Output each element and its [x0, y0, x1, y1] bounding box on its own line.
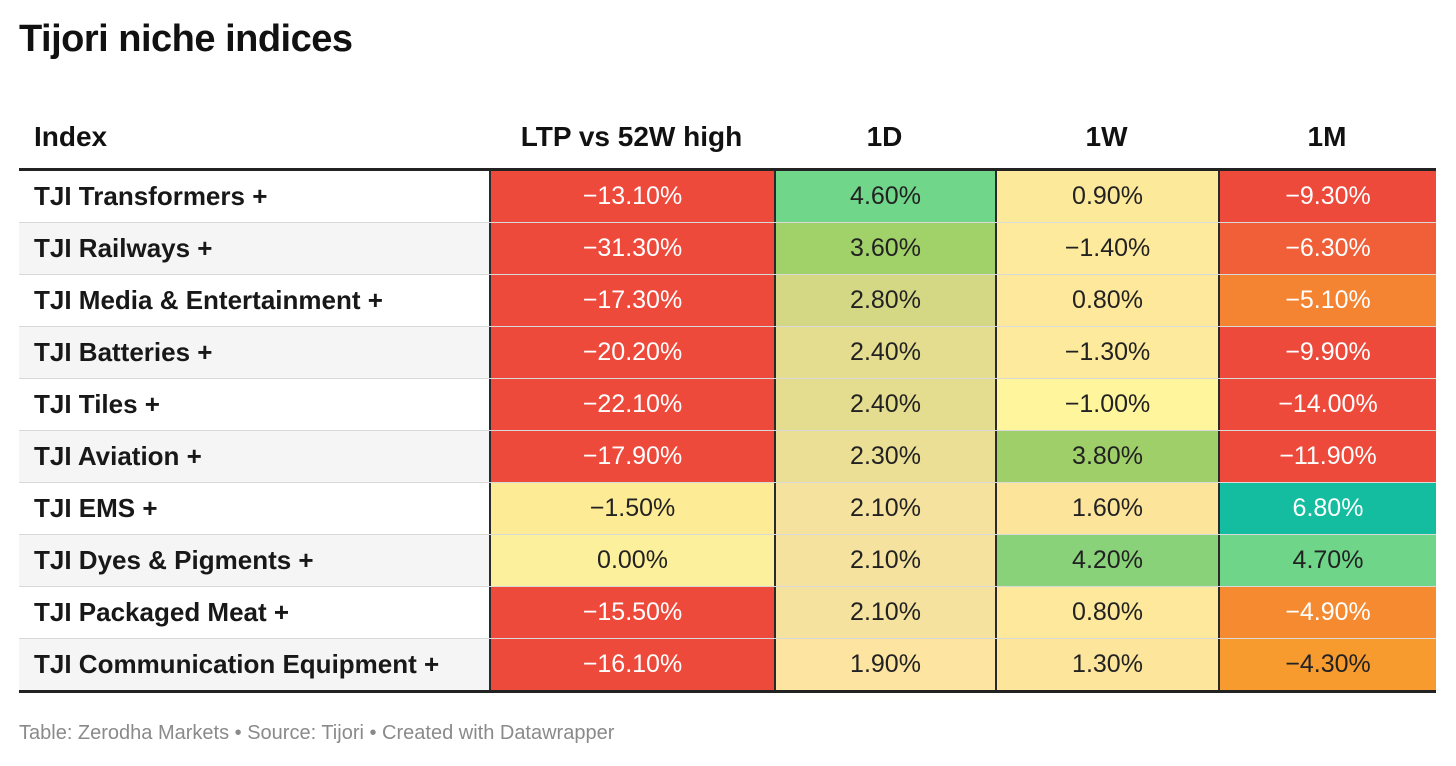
1w-cell: −1.30%	[995, 327, 1218, 378]
table-row: TJI Railways + −31.30% 3.60% −1.40% −6.30%	[19, 223, 1436, 275]
table-row: TJI Transformers + −13.10% 4.60% 0.90% −9.30…	[19, 171, 1436, 223]
index-name-cell: TJI Media & Entertainment +	[34, 285, 383, 315]
chart-title: Tijori niche indices	[19, 18, 353, 60]
1m-cell: −9.90%	[1218, 327, 1436, 378]
table-row: TJI EMS + −1.50% 2.10% 1.60% 6.80%	[19, 483, 1436, 535]
ltp-cell: −22.10%	[489, 379, 774, 430]
index-name-cell: TJI Packaged Meat +	[34, 597, 290, 627]
1m-cell: −9.30%	[1218, 171, 1436, 222]
ltp-cell: −13.10%	[489, 171, 774, 222]
index-name-cell: TJI Tiles +	[34, 389, 160, 419]
1m-cell: −5.10%	[1218, 275, 1436, 326]
table-body: TJI Transformers + −13.10% 4.60% 0.90% −9.30…	[19, 171, 1436, 693]
1w-cell: 0.90%	[995, 171, 1218, 222]
column-header-1m[interactable]: 1M	[1307, 121, 1347, 152]
index-name-cell: TJI Communication Equipment +	[34, 649, 440, 679]
ltp-cell: 0.00%	[489, 535, 774, 586]
1m-cell: −14.00%	[1218, 379, 1436, 430]
1w-cell: −1.40%	[995, 223, 1218, 274]
1m-cell: −4.30%	[1218, 639, 1436, 690]
data-table: Index LTP vs 52W high 1D 1W 1M TJI Trans…	[19, 106, 1436, 693]
1m-cell: 4.70%	[1218, 535, 1436, 586]
index-name-cell: TJI Railways +	[34, 233, 213, 263]
column-header-index[interactable]: Index	[34, 121, 108, 152]
index-name-cell: TJI EMS +	[34, 493, 158, 523]
1w-cell: 0.80%	[995, 587, 1218, 638]
1w-cell: 4.20%	[995, 535, 1218, 586]
ltp-cell: −17.30%	[489, 275, 774, 326]
table-row: TJI Tiles + −22.10% 2.40% −1.00% −14.00%	[19, 379, 1436, 431]
column-header-ltp[interactable]: LTP vs 52W high	[520, 121, 743, 152]
ltp-cell: −17.90%	[489, 431, 774, 482]
index-name-cell: TJI Batteries +	[34, 337, 213, 367]
1d-cell: 2.30%	[774, 431, 995, 482]
1d-cell: 1.90%	[774, 639, 995, 690]
1d-cell: 2.40%	[774, 379, 995, 430]
1d-cell: 2.10%	[774, 483, 995, 534]
1d-cell: 2.80%	[774, 275, 995, 326]
source-footer: Table: Zerodha Markets • Source: Tijori …	[19, 722, 615, 744]
index-name-cell: TJI Aviation +	[34, 441, 202, 471]
1w-cell: 1.60%	[995, 483, 1218, 534]
table-row: TJI Packaged Meat + −15.50% 2.10% 0.80% −4.9…	[19, 587, 1436, 639]
table-row: TJI Communication Equipment + −16.10% 1.90…	[19, 639, 1436, 693]
table-row: TJI Dyes & Pigments + 0.00% 2.10% 4.20% 4.70…	[19, 535, 1436, 587]
ltp-cell: −15.50%	[489, 587, 774, 638]
1w-cell: −1.00%	[995, 379, 1218, 430]
ltp-cell: −16.10%	[489, 639, 774, 690]
column-header-1d[interactable]: 1D	[866, 121, 903, 152]
table-header: Index LTP vs 52W high 1D 1W 1M	[19, 106, 1436, 171]
table-row: TJI Aviation + −17.90% 2.30% 3.80% −11.90%	[19, 431, 1436, 483]
1d-cell: 4.60%	[774, 171, 995, 222]
ltp-cell: −31.30%	[489, 223, 774, 274]
1d-cell: 3.60%	[774, 223, 995, 274]
1m-cell: −4.90%	[1218, 587, 1436, 638]
1m-cell: 6.80%	[1218, 483, 1436, 534]
1m-cell: −6.30%	[1218, 223, 1436, 274]
1w-cell: 3.80%	[995, 431, 1218, 482]
1w-cell: 1.30%	[995, 639, 1218, 690]
1m-cell: −11.90%	[1218, 431, 1436, 482]
index-name-cell: TJI Dyes & Pigments +	[34, 545, 314, 575]
1w-cell: 0.80%	[995, 275, 1218, 326]
column-header-1w[interactable]: 1W	[1085, 121, 1128, 152]
1d-cell: 2.10%	[774, 535, 995, 586]
1d-cell: 2.10%	[774, 587, 995, 638]
table-row: TJI Media & Entertainment + −17.30% 2.80% 0…	[19, 275, 1436, 327]
ltp-cell: −1.50%	[489, 483, 774, 534]
index-name-cell: TJI Transformers +	[34, 181, 268, 211]
1d-cell: 2.40%	[774, 327, 995, 378]
ltp-cell: −20.20%	[489, 327, 774, 378]
table-row: TJI Batteries + −20.20% 2.40% −1.30% −9.90%	[19, 327, 1436, 379]
